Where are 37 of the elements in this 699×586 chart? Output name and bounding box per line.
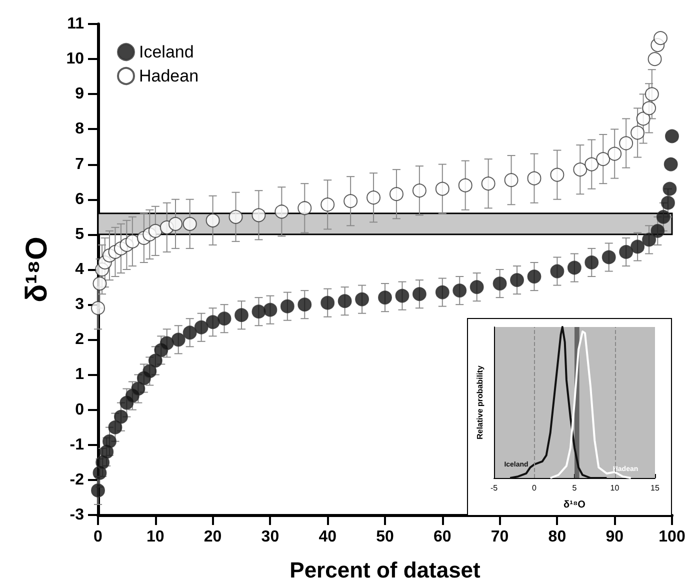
x-tick-label: 70	[490, 528, 509, 546]
legend-label: Hadean	[139, 66, 199, 86]
y-axis-title: Relative probability	[476, 365, 484, 440]
x-tick-label: 90	[606, 528, 624, 546]
x-tick-label: 20	[204, 528, 222, 546]
legend-label: Iceland	[139, 42, 194, 62]
y-tick-label: 4	[75, 261, 84, 278]
x-axis-title: δ¹⁸O	[564, 500, 586, 510]
x-axis-title: Percent of dataset	[290, 558, 482, 582]
y-tick-label: 2	[75, 331, 84, 348]
y-tick-label: -2	[70, 471, 84, 488]
y-tick-label: 9	[75, 86, 84, 103]
y-tick-label: -1	[70, 436, 84, 454]
y-tick-label: 1	[75, 366, 84, 384]
x-tick-label: 30	[261, 528, 280, 546]
y-axis-title: δ¹⁸O	[20, 236, 54, 302]
x-tick-label: 60	[434, 528, 452, 546]
x-tick-label: 0	[532, 484, 538, 492]
x-tick-label: 80	[548, 528, 566, 546]
x-tick-label: 0	[94, 528, 103, 546]
x-tick-label: 5	[572, 484, 578, 492]
y-tick-label: 11	[67, 16, 84, 32]
y-tick-label: -3	[70, 506, 84, 524]
y-tick-label: 0	[75, 401, 84, 418]
x-tick-label: 10	[610, 484, 620, 492]
y-tick-label: 3	[75, 296, 84, 314]
x-tick-label: 40	[318, 528, 337, 546]
y-tick-label: 10	[66, 50, 84, 68]
x-tick-label: -5	[490, 484, 498, 492]
y-tick-label: 8	[75, 120, 84, 138]
y-tick-label: 7	[75, 156, 84, 173]
y-tick-label: 6	[75, 190, 84, 208]
x-tick-label: 15	[650, 484, 660, 492]
y-tick-label: 5	[75, 226, 84, 243]
x-tick-label: 50	[376, 528, 394, 546]
x-tick-label: 100	[658, 528, 686, 546]
x-tick-label: 10	[146, 528, 164, 546]
